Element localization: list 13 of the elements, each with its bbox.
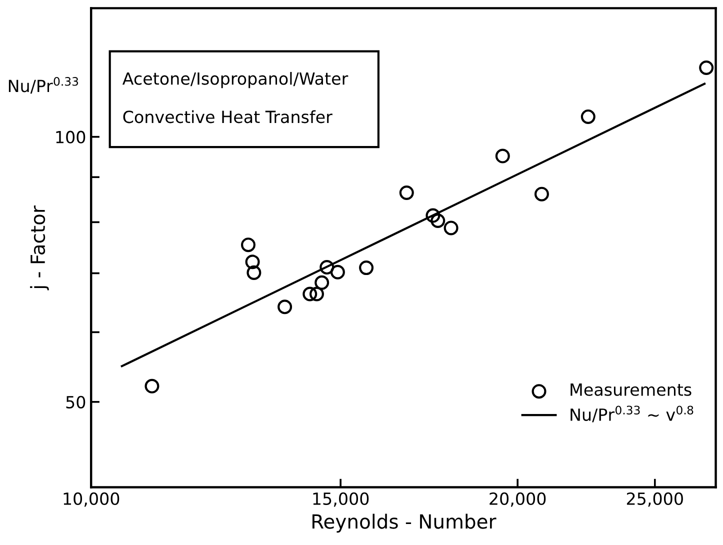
y-tick-label: 100	[56, 130, 86, 144]
x-tick-label: 25,000	[626, 492, 683, 507]
legend-label: Measurements	[570, 384, 692, 396]
y-tick-label: 50	[66, 396, 86, 408]
y-axis-title: j - Factor	[30, 206, 49, 290]
x-tick-label: 10,000	[64, 492, 120, 507]
x-tick-label: 20,000	[490, 492, 546, 507]
x-tick-label: 15,000	[313, 492, 369, 507]
annotation: Acetone/Isopropanol/Water	[122, 72, 348, 88]
legend-label: Nu/Pr$^{0.33}$ ∼ v$^{0.8}$	[570, 406, 694, 422]
x-axis-title: Reynolds - Number	[312, 514, 496, 533]
annotation: Convective Heat Transfer	[123, 110, 332, 124]
text: Nu/Pr$^{0.33}$	[8, 76, 78, 94]
